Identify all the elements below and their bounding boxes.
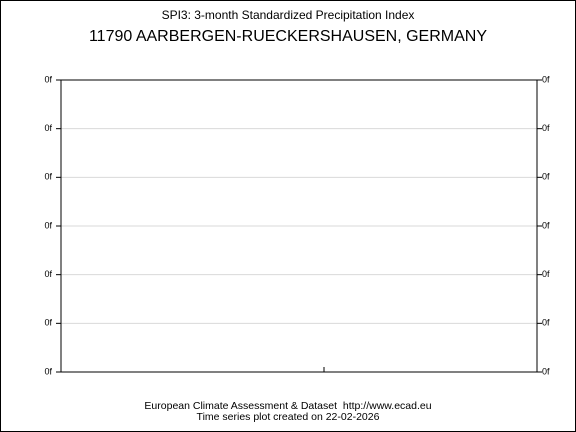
plot-area [60, 79, 538, 373]
y2-tick-label: 0f [542, 269, 550, 279]
y2-tick-label: 0f [542, 74, 550, 84]
chart-subtitle: 11790 AARBERGEN-RUECKERSHAUSEN, GERMANY [89, 28, 487, 45]
y-tick-label: 0f [44, 269, 52, 279]
y-tick-label: 0f [44, 74, 52, 84]
y-tick-label: 0f [44, 123, 52, 133]
footer: European Climate Assessment & Dataset ht… [144, 400, 431, 412]
y2-tick-label: 0f [542, 172, 550, 182]
y-tick-label: 0f [44, 366, 52, 376]
y-tick-label: 0f [44, 318, 52, 328]
chart-title: SPI3: 3-month Standardized Precipitation… [162, 8, 415, 22]
y2-tick-label: 0f [542, 123, 550, 133]
y2-tick-label: 0f [542, 366, 550, 376]
y2-tick-label: 0f [542, 220, 550, 230]
y-tick-label: 0f [44, 220, 52, 230]
y2-tick-label: 0f [542, 318, 550, 328]
footer: Time series plot created on 22-02-2026 [197, 411, 380, 423]
y-tick-label: 0f [44, 172, 52, 182]
